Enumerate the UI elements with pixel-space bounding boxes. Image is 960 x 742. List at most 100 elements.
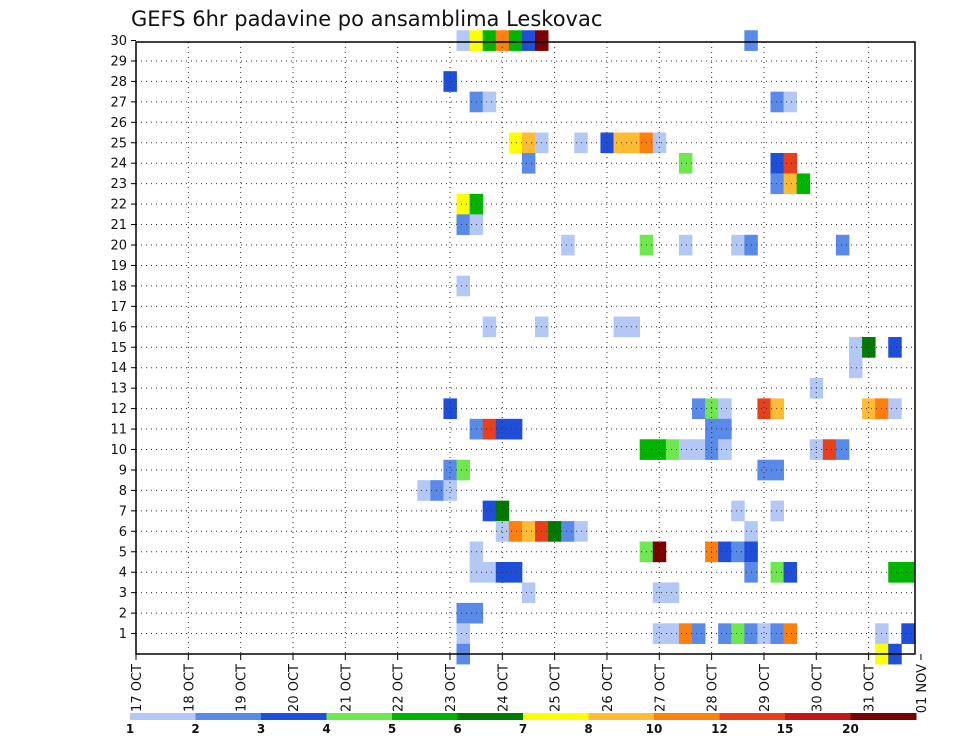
heatmap-cell — [783, 152, 798, 174]
colorbar-segment — [719, 713, 786, 720]
heatmap-cell — [757, 398, 771, 420]
heatmap-cell — [665, 623, 680, 644]
x-tick-label: 21 OCT — [339, 664, 354, 712]
heatmap-cell — [770, 561, 784, 583]
heatmap-cell — [495, 500, 510, 522]
heatmap-cell — [731, 500, 745, 522]
y-tick-label: 26 — [110, 116, 127, 131]
colorbar-segment — [785, 713, 851, 720]
x-tick-label: 23 OCT — [444, 664, 459, 712]
colorbar-label: 2 — [191, 722, 199, 736]
heatmap-cell — [482, 91, 497, 113]
heatmap-cell — [443, 71, 457, 92]
x-tick-label: 24 OCT — [496, 664, 511, 712]
heatmap-cell — [901, 561, 915, 583]
heatmap-cell — [783, 623, 798, 644]
heatmap-cell — [456, 602, 470, 624]
y-tick-label: 16 — [110, 320, 127, 335]
heatmap-cell — [849, 357, 863, 379]
heatmap-cell — [535, 30, 549, 51]
grid-layer — [136, 42, 915, 654]
heatmap-cell — [652, 623, 667, 644]
heatmap-cell — [718, 541, 732, 563]
colorbar-layer: 1 2 3 4 5 6 7 8 10 12 15 20 — [126, 713, 917, 736]
heatmap-cell — [731, 623, 745, 644]
heatmap-cell — [456, 275, 470, 297]
colorbar-label: 10 — [646, 722, 663, 736]
heatmap-cell — [443, 398, 457, 420]
heatmap-cell — [495, 418, 510, 440]
heatmap-cell — [482, 316, 497, 338]
y-tick-label: 30 — [110, 34, 127, 49]
heatmap-cell — [521, 521, 536, 542]
y-tick-label: 2 — [119, 607, 127, 622]
y-tick-label: 8 — [119, 484, 127, 499]
y-tick-label: 9 — [119, 463, 127, 478]
heatmap-cell — [548, 521, 562, 542]
heatmap-cell — [430, 480, 444, 501]
colorbar-segment — [261, 713, 327, 720]
plot-frame — [135, 41, 916, 655]
heatmap-cell — [822, 439, 837, 460]
x-tick-label: 29 OCT — [758, 664, 773, 712]
heatmap-cell — [495, 30, 510, 51]
y-tick-label: 7 — [119, 504, 127, 519]
heatmap-cell — [521, 582, 536, 604]
heatmap-cell — [613, 316, 627, 338]
heatmap-cell — [665, 439, 680, 460]
heatmap-cell — [508, 30, 523, 51]
heatmap-cell — [482, 418, 497, 440]
y-tick-label: 15 — [110, 341, 127, 356]
heatmap-cell — [770, 623, 784, 644]
heatmap-cell — [652, 439, 667, 460]
heatmap-cell — [665, 582, 680, 604]
x-tick-label: 25 OCT — [549, 664, 564, 712]
x-tick-label: 31 OCT — [863, 664, 878, 712]
heatmap-cell — [783, 91, 798, 113]
heatmap-cell — [561, 521, 575, 542]
heatmap-cell — [678, 623, 693, 644]
colorbar-label: 8 — [584, 722, 592, 736]
heatmap-cell — [888, 398, 902, 420]
heatmap-cell — [692, 439, 706, 460]
x-tick-label: 27 OCT — [653, 664, 668, 712]
heatmap-cell — [783, 561, 798, 583]
y-tick-label: 4 — [119, 566, 127, 581]
heatmap-cell — [443, 459, 457, 481]
heatmap-cell — [678, 152, 693, 174]
colorbar-segment — [392, 713, 458, 720]
heatmap-cell — [521, 152, 536, 174]
y-tick-label: 12 — [110, 402, 127, 417]
y-tick-label: 6 — [119, 525, 127, 540]
heatmap-cell — [626, 132, 641, 154]
y-tick-label: 21 — [110, 218, 127, 233]
heatmap-cell — [456, 214, 470, 235]
heatmap-cell — [508, 418, 523, 440]
heatmap-cell — [678, 234, 693, 256]
colorbar-label: 3 — [257, 722, 265, 736]
heatmap-cell — [718, 439, 732, 460]
colorbar-segment — [195, 713, 262, 720]
heatmap-cell — [456, 459, 470, 481]
heatmap-cell — [835, 234, 850, 256]
y-tick-label: 17 — [110, 300, 127, 315]
colorbar-label: 7 — [519, 722, 527, 736]
colorbar-label: 12 — [711, 722, 728, 736]
heatmap-cell — [718, 623, 732, 644]
y-tick-label: 18 — [110, 279, 127, 294]
colorbar-segment — [326, 713, 393, 720]
x-tick-label: 26 OCT — [601, 664, 616, 712]
heatmap-cell — [495, 521, 510, 542]
y-tick-label: 22 — [110, 198, 127, 213]
heatmap-cell — [678, 439, 693, 460]
y-tick-label: 14 — [110, 361, 127, 376]
heatmap-cell — [718, 418, 732, 440]
heatmap-cell — [443, 480, 457, 501]
heatmap-cell — [561, 234, 575, 256]
x-tick-label: 17 OCT — [130, 664, 145, 712]
heatmap-cell — [849, 337, 863, 358]
heatmap-cell — [482, 500, 497, 522]
colorbar-segment — [523, 713, 589, 720]
heatmap-cell — [718, 398, 732, 420]
